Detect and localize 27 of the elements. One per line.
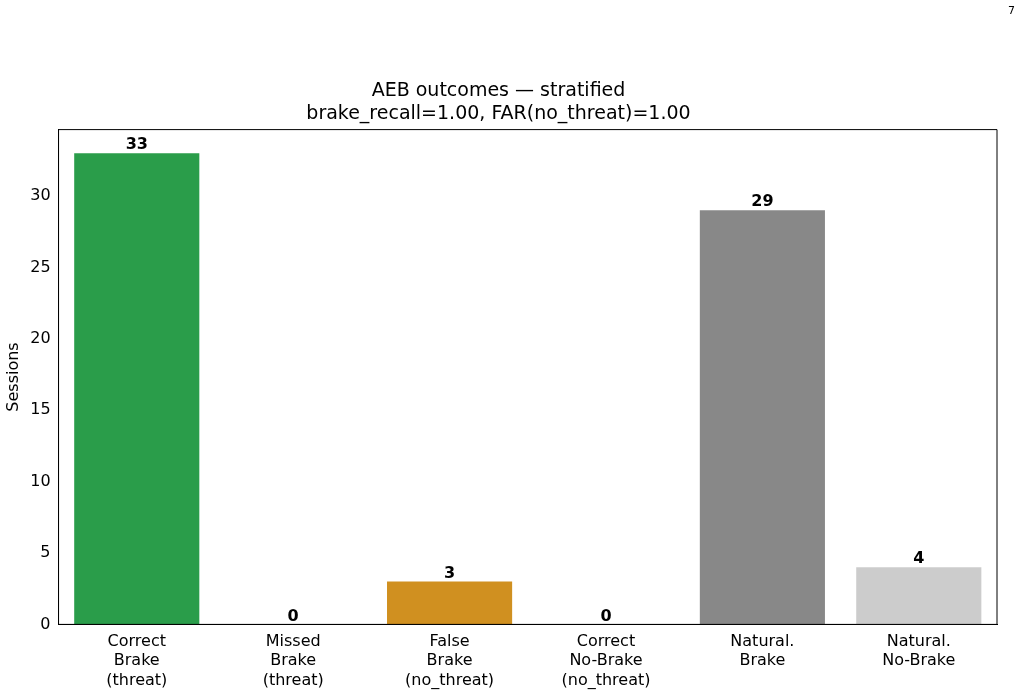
data-label: 4 [913, 548, 925, 568]
y-tick-label: 15 [30, 399, 51, 419]
y-tick-label: 30 [30, 185, 51, 205]
x-tick-label: Correct No-Brake (no_threat) [561, 631, 651, 690]
x-tick-label: Natural. Brake [730, 631, 795, 670]
x-tick-label: Correct Brake (threat) [106, 631, 168, 689]
bar [699, 210, 825, 625]
y-tick-label: 10 [30, 470, 51, 490]
y-axis-title: Sessions [2, 342, 22, 412]
data-label: 29 [751, 191, 774, 211]
chart-title: AEB outcomes — stratified [371, 78, 626, 101]
bar [856, 567, 982, 625]
x-tick-label: False Brake (no_threat) [405, 631, 495, 690]
x-tick-label: Missed Brake (threat) [262, 631, 324, 689]
y-tick-label: 20 [30, 327, 51, 347]
data-label: 0 [287, 605, 299, 625]
chart-subtitle: brake_recall=1.00, FAR(no_threat)=1.00 [306, 101, 691, 125]
y-tick-label: 0 [40, 613, 51, 633]
y-tick-label: 5 [40, 542, 51, 562]
bar [387, 581, 513, 625]
x-tick-label: Natural. No-Brake [882, 631, 956, 670]
data-label: 0 [600, 605, 612, 625]
data-label: 33 [125, 134, 148, 154]
text: 7 [1008, 4, 1015, 17]
data-label: 3 [444, 562, 456, 582]
y-tick-label: 25 [30, 256, 51, 276]
bar [74, 153, 200, 625]
